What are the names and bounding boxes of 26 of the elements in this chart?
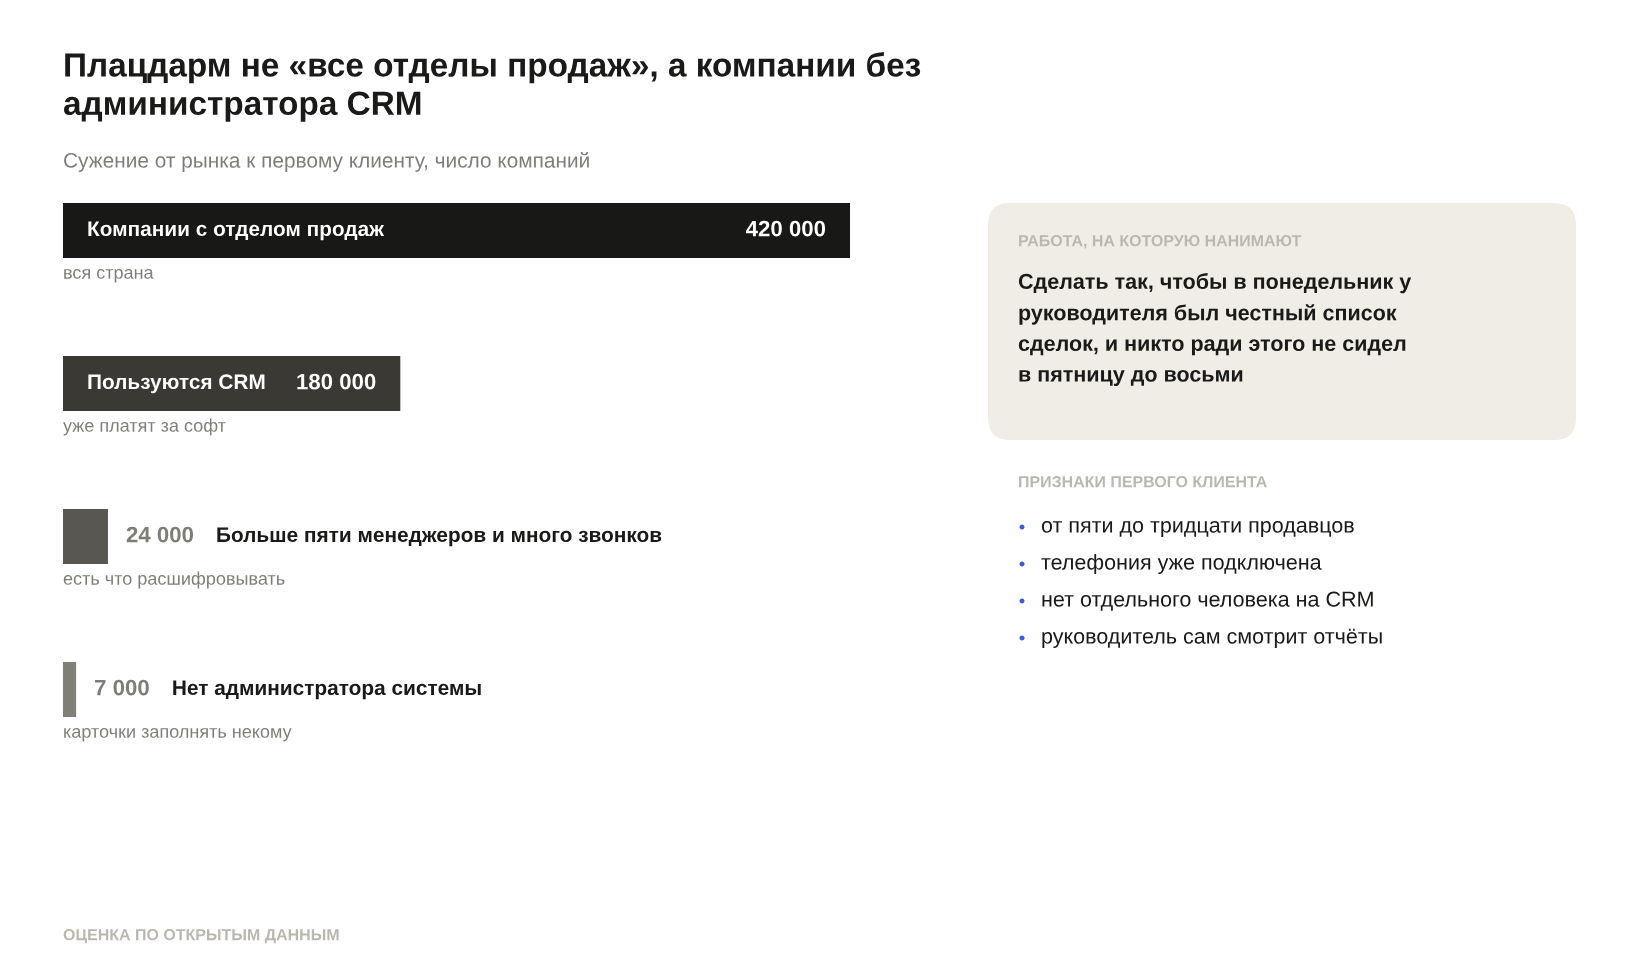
text: нет отдельного человека на CRM	[1042, 591, 1373, 611]
annotation: уже платят за софт	[63, 418, 226, 436]
data-label: 180 000	[297, 373, 376, 390]
text: от пяти до тридцати продавцов	[1041, 520, 1354, 538]
annotation: карточки заполнять некому	[64, 727, 292, 742]
text: телефония уже подключена	[1041, 553, 1322, 575]
bar	[63, 202, 850, 259]
bar	[63, 508, 108, 565]
annotation: вся страна	[64, 268, 154, 283]
text: ПРИЗНАКИ ПЕРВОГО КЛИЕНТА	[1019, 475, 1267, 488]
chart-title: Плацдарм не «все отделы продаж», а компании без администратора CRM	[63, 52, 921, 122]
category-label: Больше пяти менеджеров и много звонков	[217, 527, 662, 547]
annotation: есть что расшифровывать	[63, 571, 285, 589]
text: ОЦЕНКА ПО ОТКРЫТЫМ ДАННЫМ	[63, 928, 339, 944]
category-label: Пользуются CRM	[88, 374, 265, 394]
text: РАБОТА, НА КОТОРУЮ НАНИМАЮТ	[1019, 234, 1302, 249]
bar	[63, 661, 77, 718]
category-label: Компании с отделом продаж	[88, 221, 385, 241]
text: Сделать так, чтобы в понедельник у руководителя был честный список сделок, и никто ради этого не сидел в пятницу до восьми	[1018, 273, 1412, 386]
text: руководитель сам смотрит отчёты	[1042, 628, 1382, 649]
data-label: 420 000	[746, 220, 826, 237]
chart-subtitle: Сужение от рынка к первому клиенту, число компаний	[64, 152, 589, 172]
category-label: Нет администратора системы	[173, 680, 481, 700]
data-label: 7 000	[95, 679, 149, 696]
bar	[63, 355, 401, 412]
data-label: 24 000	[126, 526, 194, 543]
